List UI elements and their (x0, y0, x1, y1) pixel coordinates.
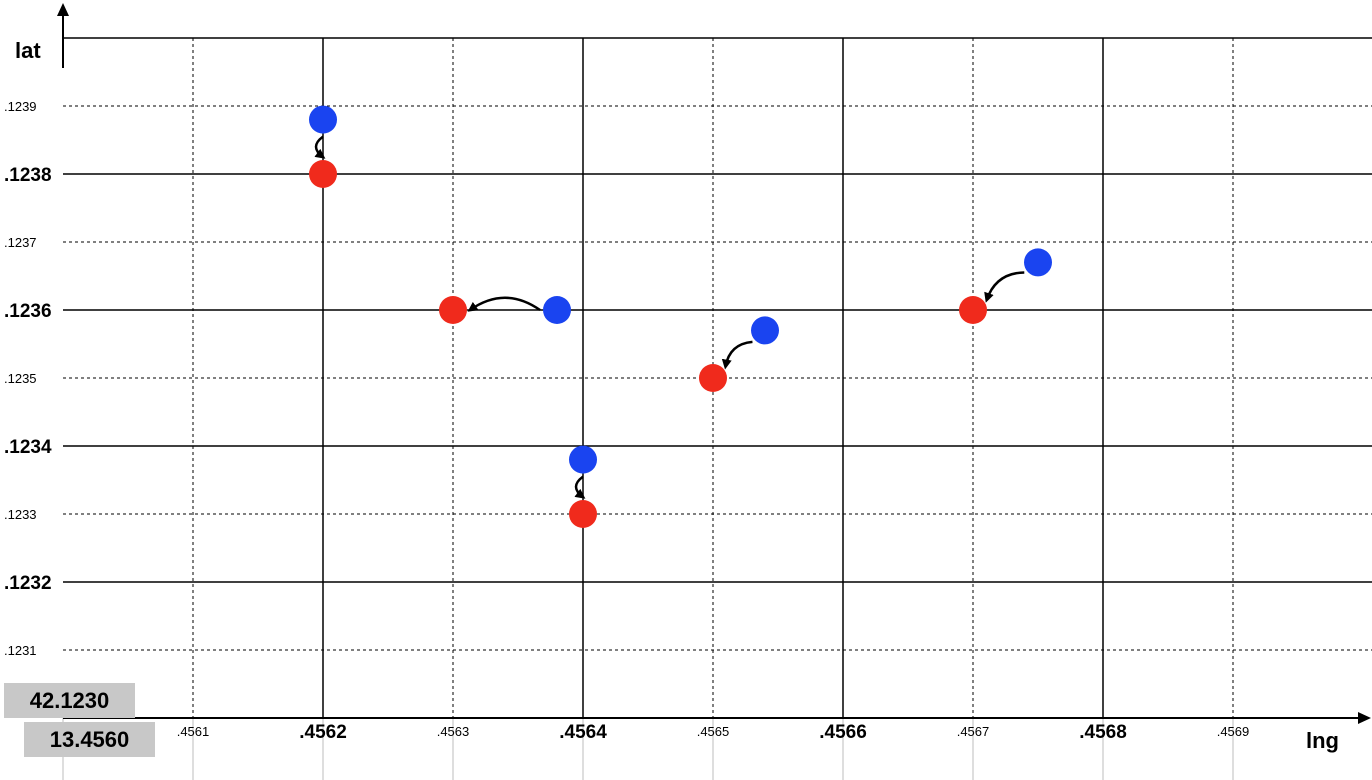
move-arrow (467, 296, 541, 312)
y-origin-label: 42.1230 (4, 683, 135, 718)
move-arrow (314, 135, 326, 159)
original-point (569, 445, 597, 474)
move-arrows (314, 135, 1025, 499)
x-tick-label: .4562 (299, 722, 347, 743)
y-tick-label: .1231 (4, 643, 37, 658)
y-axis-label: lat (15, 38, 41, 63)
y-tick-label: .1239 (4, 99, 37, 114)
move-arrow (574, 475, 586, 499)
tick-labels: .4561 .4562 .4563 .4564 .4565 .4566 .4567 .4568… (4, 99, 1249, 743)
data-points (309, 105, 1052, 528)
original-point (543, 296, 571, 324)
x-tick-label: .4568 (1079, 722, 1127, 743)
y-tick-label: .1236 (4, 301, 52, 322)
x-tick-label: .4565 (697, 724, 730, 739)
original-point (309, 105, 337, 134)
y-tick-label: .1237 (4, 235, 37, 250)
x-tick-label: .4567 (957, 724, 990, 739)
axes (57, 3, 1371, 724)
corrected-point (569, 500, 597, 528)
move-arrow (721, 340, 753, 370)
y-tick-label: .1238 (4, 165, 52, 186)
move-arrow (984, 271, 1025, 303)
x-tick-label: .4564 (559, 722, 607, 743)
original-point (1024, 248, 1052, 277)
x-tick-label: .4561 (177, 724, 210, 739)
x-tick-label: .4569 (1217, 724, 1250, 739)
corrected-point (699, 364, 727, 392)
corrected-point (439, 296, 467, 324)
y-tick-label: .1234 (4, 437, 52, 458)
y-tick-label: .1232 (4, 573, 52, 594)
corrected-point (309, 160, 337, 188)
y-tick-label: .1235 (4, 371, 37, 386)
x-tick-label: .4563 (437, 724, 470, 739)
original-point (751, 316, 779, 345)
y-tick-label: .1233 (4, 507, 37, 522)
x-origin-label: 13.4560 (24, 722, 155, 757)
grid (62, 37, 1372, 780)
x-tick-label: .4566 (819, 722, 867, 743)
x-axis-label: lng (1306, 728, 1339, 753)
corrected-point (959, 296, 987, 324)
